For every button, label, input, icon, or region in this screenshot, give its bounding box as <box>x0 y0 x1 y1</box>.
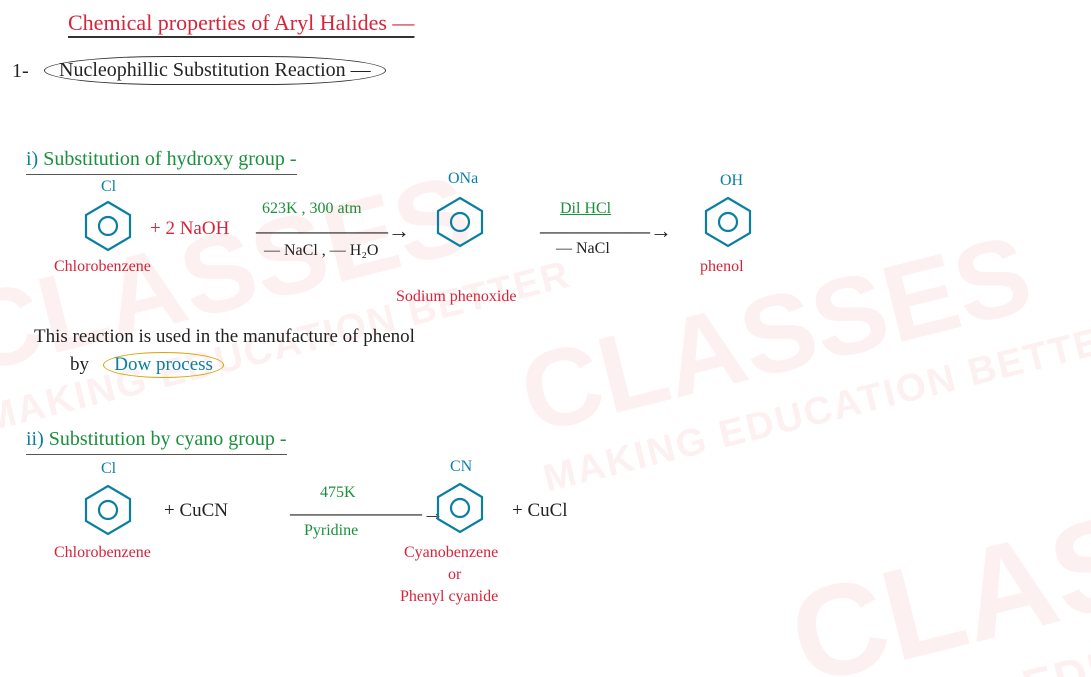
dow-by: by <box>70 354 89 375</box>
cond1-top: 623K , 300 atm <box>262 200 362 218</box>
cond1-bot: — NaCl , — H₂O <box>264 242 378 260</box>
benzene-1 <box>80 198 136 259</box>
reaction-type: Nucleophillic Substitution Reaction — <box>44 56 386 85</box>
wm-small: MAKING EDUCATION BETTER <box>812 543 1091 677</box>
sec-ii-text: Substitution by cyano group - <box>49 428 287 450</box>
name-phenol: phenol <box>700 258 744 276</box>
name-cyano-1: Cyanobenzene <box>404 544 498 562</box>
cond3-bot: Pyridine <box>304 522 358 540</box>
benzene-4 <box>80 482 136 543</box>
watermark: CLASSES MAKING EDUCATION BETTER <box>776 398 1091 677</box>
section-ii-heading: ii) Substitution by cyano group - <box>26 428 287 455</box>
sub-oh: OH <box>720 172 743 190</box>
benzene-5 <box>432 480 488 541</box>
dow-line-1: This reaction is used in the manufacture… <box>34 326 415 348</box>
sub-cl: Cl <box>101 178 116 196</box>
cond2-bot: — NaCl <box>556 240 610 258</box>
watermark: CLASSES MAKING EDUCATION BETTER <box>0 130 575 442</box>
cond2-top: Dil HCl <box>560 200 611 218</box>
sub-cn: CN <box>450 458 472 476</box>
dow-process: Dow process <box>103 352 224 378</box>
sec-i-prefix: i) <box>26 148 43 170</box>
dow-line-2: by Dow process <box>70 352 224 378</box>
benzene-3 <box>700 194 756 255</box>
arrow-1: ――――――→ <box>256 218 410 244</box>
name-chlorobenzene: Chlorobenzene <box>54 258 151 276</box>
item-number: 1- <box>12 60 29 83</box>
name-phenoxide: Sodium phenoxide <box>396 288 516 306</box>
sec-ii-prefix: ii) <box>26 428 49 450</box>
benzene-2 <box>432 194 488 255</box>
name-cyano-3: Phenyl cyanide <box>400 588 498 606</box>
plus-naoh: + 2 NaOH <box>150 218 229 240</box>
plus-cucl: + CuCl <box>512 500 568 522</box>
sub-cl-2: Cl <box>101 460 116 478</box>
plus-cucn: + CuCN <box>164 500 228 522</box>
section-i-heading: i) Substitution of hydroxy group - <box>26 148 297 175</box>
wm-small: MAKING EDUCATION BETTER <box>539 313 1091 502</box>
name-chlorobenzene-2: Chlorobenzene <box>54 544 151 562</box>
name-cyano-2: or <box>448 566 461 584</box>
sec-i-text: Substitution of hydroxy group - <box>43 148 296 170</box>
page-title: Chemical properties of Aryl Halides — <box>68 10 414 36</box>
sub-ona: ONa <box>448 170 478 188</box>
wm-big: CLASSES <box>777 422 1091 677</box>
